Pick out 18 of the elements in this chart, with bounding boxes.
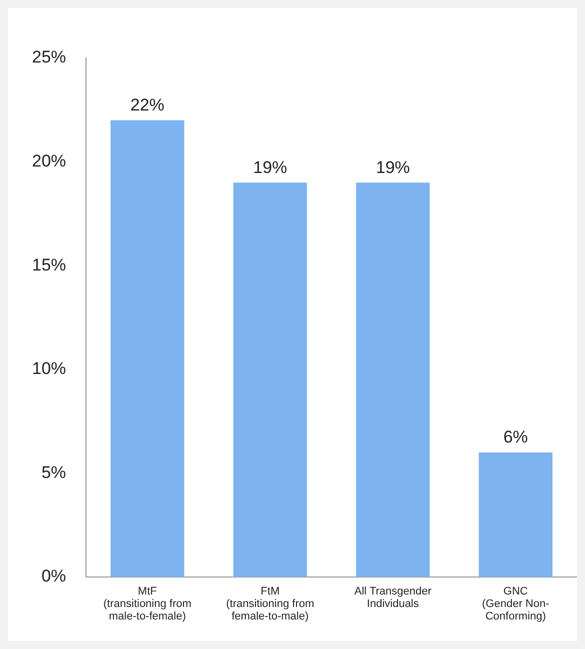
x-tick-label: GNC (Gender Non- Conforming) [482, 585, 550, 623]
y-tick-label: 20% [32, 151, 66, 170]
x-tick-label: FtM (transitioning from female-to-male) [226, 585, 314, 623]
y-tick-label: 5% [41, 462, 66, 482]
x-tick-label: MtF (transitioning from male-to-female) [103, 585, 192, 623]
data-label: 19% [253, 158, 288, 177]
bar [110, 120, 184, 578]
data-label: 19% [376, 158, 410, 177]
y-tick-label: 25% [32, 48, 66, 67]
y-tick-label: 0% [41, 566, 66, 586]
y-tick-label: 10% [32, 359, 66, 378]
bar [233, 182, 307, 578]
bar [478, 452, 552, 578]
data-label: 22% [130, 95, 164, 114]
x-tick-label: All Transgender Individuals [354, 585, 432, 610]
y-tick-label: 15% [32, 255, 66, 274]
bar [356, 182, 430, 578]
data-label: 6% [503, 428, 528, 447]
